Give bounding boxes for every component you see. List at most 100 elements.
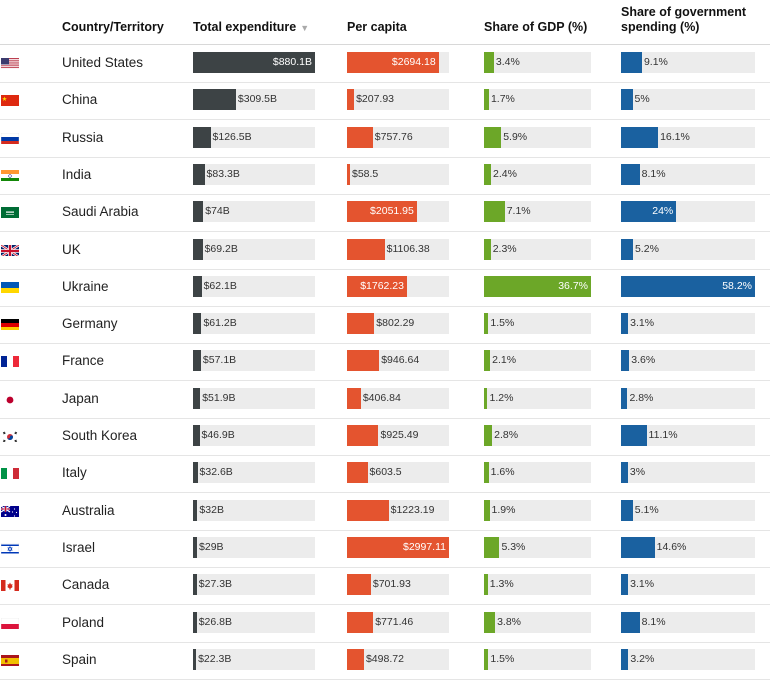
total-value: $57.1B	[202, 354, 237, 367]
total-bar-track: $26.8B	[193, 611, 315, 633]
total-bar-track: $22.3B	[193, 648, 315, 670]
gdp-bar	[484, 238, 491, 260]
gdp-bar	[484, 89, 489, 111]
total-bar-track: $51.9B	[193, 387, 315, 409]
flag-il-icon	[1, 542, 19, 554]
gdp-bar-track: 3.4%	[484, 52, 591, 73]
gdp-bar	[484, 425, 493, 446]
gov-value: 5.1%	[634, 503, 659, 516]
gov-value: 9.1%	[643, 56, 668, 68]
total-bar-track: $880.1B	[193, 52, 315, 73]
total-value: $126.5B	[212, 130, 252, 143]
gdp-value: 1.7%	[490, 93, 515, 106]
sort-descending-icon[interactable]: ▼	[300, 23, 310, 33]
header-share-gdp[interactable]: Share of GDP (%)	[484, 20, 588, 34]
flag-sa-icon	[1, 206, 19, 219]
total-value: $880.1B	[272, 56, 312, 68]
flag-it-icon	[1, 467, 19, 480]
gov-bar	[621, 52, 642, 73]
country-name: Israel	[62, 539, 96, 555]
gdp-bar	[484, 313, 489, 335]
gdp-value: 1.9%	[491, 503, 516, 516]
gov-value: 3%	[629, 466, 646, 479]
gdp-bar	[484, 536, 500, 558]
table-row: United States $880.1B $2694.18 3.4% 9.1%	[0, 45, 770, 83]
gov-bar-track: 3.2%	[621, 648, 755, 670]
gdp-value: 7.1%	[506, 205, 531, 218]
per-capita-value: $946.64	[381, 354, 420, 367]
flag-cn-icon	[1, 94, 19, 107]
gdp-bar-track: 1.2%	[484, 387, 591, 409]
flag-us-icon	[1, 57, 19, 69]
flag-ca-icon	[1, 579, 19, 592]
total-bar-track: $57.1B	[193, 350, 315, 372]
total-value: $74B	[205, 205, 230, 218]
table-row: Israel $29B $2997.11 5.3% 14.6%	[0, 530, 770, 568]
country-name: Saudi Arabia	[62, 204, 139, 220]
flag-jp-icon	[1, 393, 19, 405]
gov-value: 3.1%	[630, 578, 655, 591]
gdp-value: 3.4%	[495, 56, 520, 68]
gdp-bar-track: 2.4%	[484, 163, 591, 185]
total-value: $51.9B	[202, 391, 236, 404]
gdp-bar-track: 5.9%	[484, 126, 591, 148]
per-capita-bar	[347, 648, 364, 670]
per-capita-value: $58.5	[352, 167, 379, 180]
gov-value: 8.1%	[641, 167, 666, 180]
per-capita-bar-track: $498.72	[347, 648, 449, 670]
gov-bar	[621, 499, 633, 521]
total-bar	[193, 201, 204, 223]
gdp-bar-track: 36.7%	[484, 275, 591, 297]
per-capita-bar-track: $2997.11	[347, 536, 449, 558]
header-share-gov[interactable]: Share of government spending (%)	[621, 5, 747, 34]
table-row: South Korea $46.9B $925.49 2.8% 11.1%	[0, 418, 770, 456]
per-capita-bar-track: $406.84	[347, 387, 449, 409]
per-capita-value: $2997.11	[402, 540, 446, 553]
gdp-bar	[484, 611, 496, 633]
gdp-value: 2.3%	[492, 242, 517, 255]
header-total-expenditure[interactable]: Total expenditure ▼	[193, 20, 309, 36]
table-row: China $309.5B $207.93 1.7% 5%	[0, 82, 770, 121]
gdp-bar	[484, 163, 491, 185]
flag-pl-icon	[1, 617, 19, 629]
per-capita-value: $1223.19	[390, 503, 435, 516]
total-bar	[193, 499, 198, 521]
country-name: Germany	[62, 316, 118, 332]
gdp-bar	[484, 201, 505, 223]
country-name: China	[62, 92, 98, 108]
header-country[interactable]: Country/Territory	[62, 20, 164, 34]
total-bar	[193, 313, 202, 335]
gdp-bar	[484, 387, 488, 409]
gov-bar	[621, 574, 629, 596]
per-capita-bar-track: $701.93	[347, 574, 449, 596]
gov-bar-track: 58.2%	[621, 275, 755, 297]
gov-bar-track: 8.1%	[621, 163, 755, 185]
gov-bar-track: 9.1%	[621, 52, 755, 73]
gdp-value: 1.2%	[489, 391, 514, 404]
gdp-bar	[484, 126, 502, 148]
country-name: Spain	[62, 651, 97, 667]
total-bar-track: $32.6B	[193, 462, 315, 484]
total-bar	[193, 89, 236, 111]
total-value: $62.1B	[203, 279, 237, 292]
country-name: India	[62, 166, 92, 182]
total-bar	[193, 238, 203, 260]
gov-bar	[621, 462, 628, 484]
gdp-bar-track: 1.5%	[484, 648, 591, 670]
table-row: Ukraine $62.1B $1762.23 36.7% 58.2%	[0, 269, 770, 307]
gov-bar	[621, 313, 629, 335]
gov-bar	[621, 611, 640, 633]
table-row: Australia $32B $1223.19 1.9% 5.1%	[0, 493, 770, 531]
per-capita-bar-track: $58.5	[347, 163, 449, 185]
total-value: $309.5B	[237, 93, 278, 106]
per-capita-bar-track: $2694.18	[347, 52, 449, 73]
total-value: $61.2B	[203, 317, 237, 330]
total-bar	[193, 52, 315, 73]
total-bar-track: $62.1B	[193, 275, 315, 297]
header-per-capita[interactable]: Per capita	[347, 20, 407, 34]
per-capita-value: $1762.23	[360, 279, 404, 292]
header-total-label: Total expenditure	[193, 20, 297, 34]
per-capita-bar	[347, 313, 375, 335]
gov-bar	[621, 425, 647, 446]
total-value: $27.3B	[198, 578, 233, 591]
